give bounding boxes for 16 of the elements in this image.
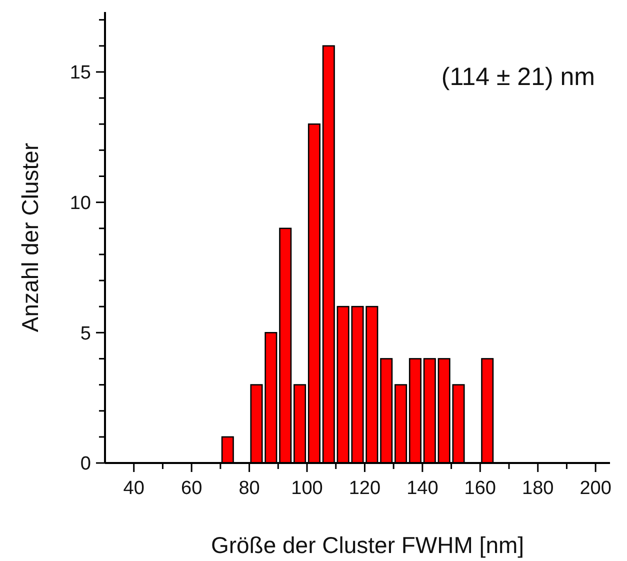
x-tick-label: 200 — [580, 478, 612, 499]
x-tick-label: 120 — [348, 478, 381, 499]
y-tick-label: 10 — [70, 192, 91, 214]
y-tick-label: 0 — [80, 454, 91, 475]
x-tick-label: 100 — [291, 478, 323, 499]
x-tick-label: 60 — [181, 478, 202, 499]
x-tick-label: 160 — [464, 478, 496, 499]
x-tick-label: 140 — [406, 478, 438, 499]
y-tick-label: 5 — [80, 323, 91, 344]
annotation: (114 ± 21) nm — [441, 63, 595, 91]
x-axis-title: Größe der Cluster FWHM [nm] — [210, 532, 524, 558]
x-tick-label: 180 — [522, 478, 554, 499]
y-tick-label: 15 — [70, 62, 91, 84]
x-tick-label: 80 — [238, 478, 260, 499]
y-axis-title: Anzahl der Cluster — [17, 142, 43, 332]
x-tick-label: 40 — [123, 478, 144, 499]
